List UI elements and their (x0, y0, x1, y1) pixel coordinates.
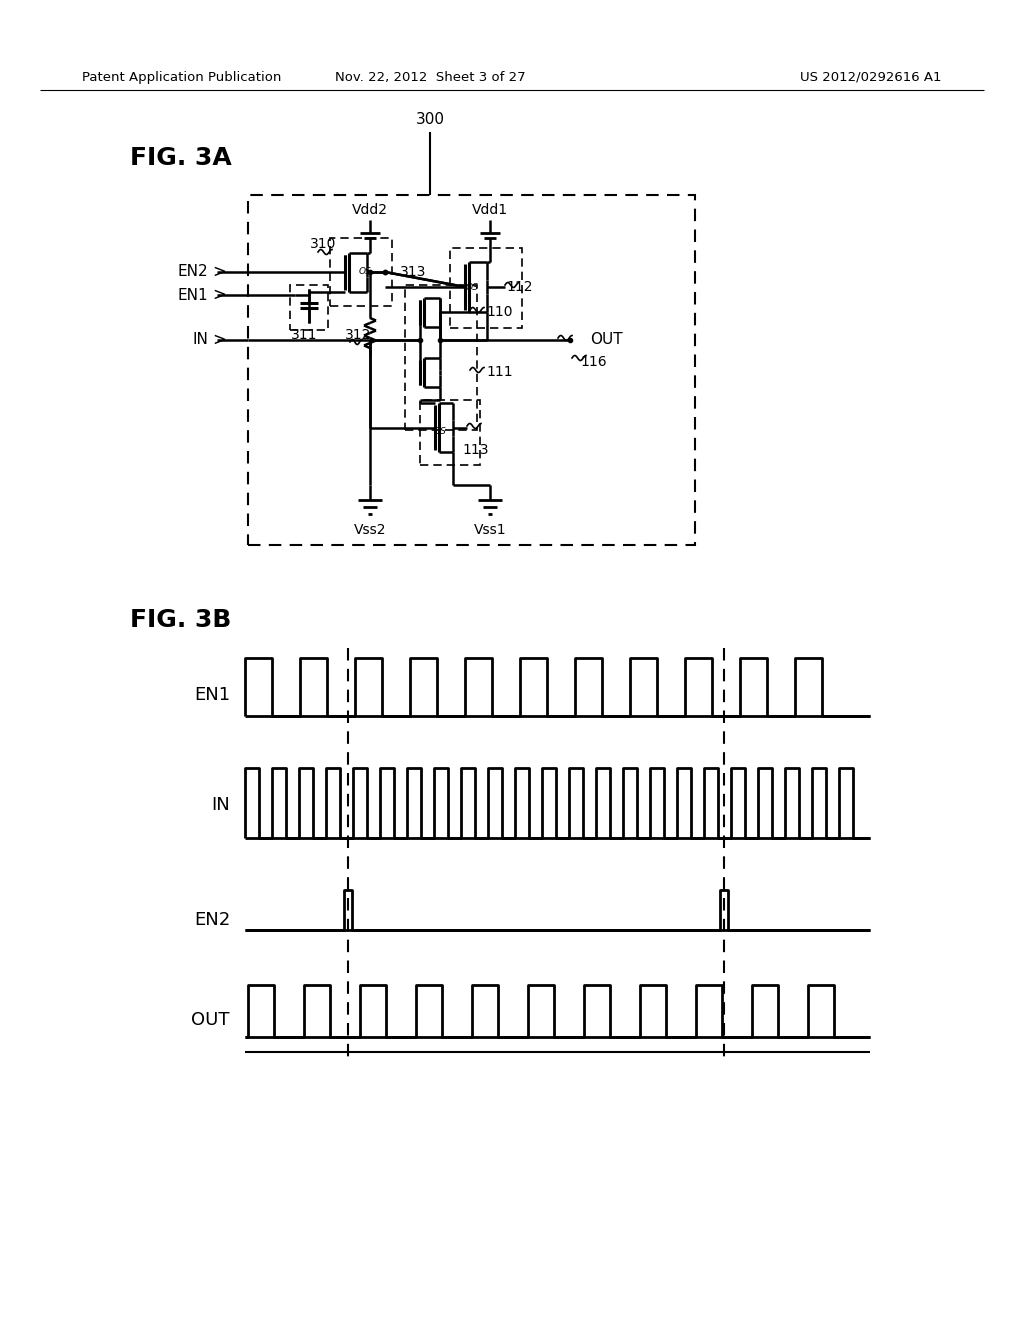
Bar (290, 285, 328, 330)
Text: 113: 113 (462, 444, 488, 457)
Text: 300: 300 (416, 112, 444, 128)
Text: IN: IN (193, 333, 208, 347)
Text: >: > (212, 263, 226, 281)
Text: 312: 312 (345, 327, 372, 342)
Text: Vdd2: Vdd2 (352, 203, 388, 216)
Text: >: > (212, 331, 226, 348)
Bar (450, 248, 522, 327)
Text: EN2: EN2 (177, 264, 208, 280)
Text: 313: 313 (400, 265, 426, 279)
Text: 111: 111 (486, 366, 513, 379)
Text: 112: 112 (506, 280, 532, 294)
Text: FIG. 3A: FIG. 3A (130, 147, 231, 170)
Text: FIG. 3B: FIG. 3B (130, 609, 231, 632)
Text: IN: IN (211, 796, 230, 814)
Text: EN1: EN1 (177, 288, 208, 302)
Text: OS: OS (358, 268, 372, 276)
Text: Patent Application Publication: Patent Application Publication (82, 70, 282, 83)
Text: >: > (212, 286, 226, 304)
Text: 116: 116 (580, 355, 606, 370)
Text: 311: 311 (291, 327, 317, 342)
Text: 110: 110 (486, 305, 512, 319)
Text: Vss1: Vss1 (474, 523, 506, 537)
Text: EN2: EN2 (194, 911, 230, 929)
Text: OUT: OUT (590, 333, 623, 347)
Bar (248, 195, 695, 545)
Text: OUT: OUT (191, 1011, 230, 1030)
Text: EN1: EN1 (194, 686, 230, 704)
Bar (406, 285, 477, 430)
Text: Nov. 22, 2012  Sheet 3 of 27: Nov. 22, 2012 Sheet 3 of 27 (335, 70, 525, 83)
Text: US 2012/0292616 A1: US 2012/0292616 A1 (801, 70, 942, 83)
Text: OS: OS (466, 284, 478, 293)
Text: Vdd1: Vdd1 (472, 203, 508, 216)
Text: 310: 310 (310, 238, 336, 251)
Bar (330, 238, 392, 306)
Text: OS: OS (433, 428, 446, 437)
Text: Vss2: Vss2 (353, 523, 386, 537)
Bar (420, 400, 480, 465)
